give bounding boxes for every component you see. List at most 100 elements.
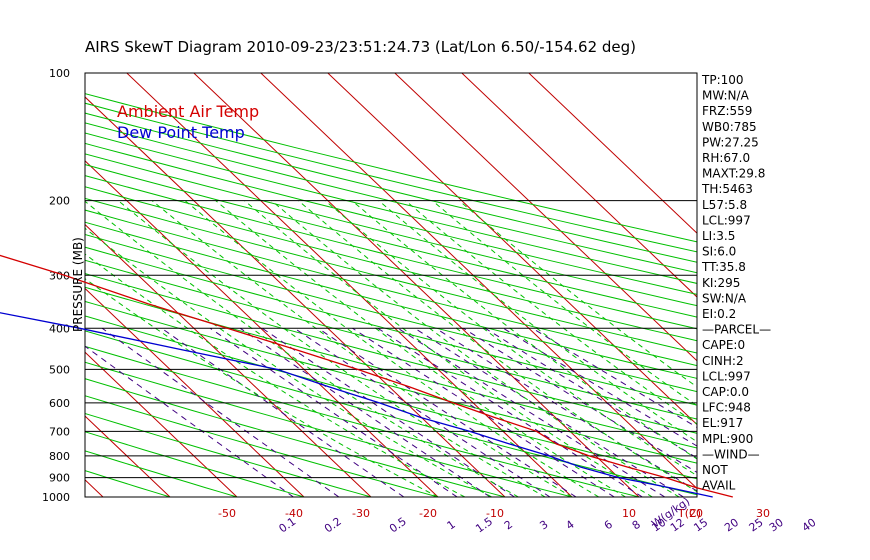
stability-index-label: TT:35.8 bbox=[701, 260, 746, 274]
mixing-ratio-line bbox=[294, 327, 551, 497]
isotherm-line bbox=[85, 96, 506, 497]
stability-index-label: WB0:785 bbox=[702, 120, 757, 134]
background-lines bbox=[0, 72, 698, 498]
stability-index-label: CAPE:0 bbox=[702, 338, 745, 352]
legend-dew-point-temp: Dew Point Temp bbox=[117, 123, 245, 142]
mixing-ratio-tick-label: 1 bbox=[445, 518, 458, 533]
legend-ambient-air-temp: Ambient Air Temp bbox=[117, 102, 259, 121]
mixing-ratio-line bbox=[377, 327, 643, 497]
profile-curves bbox=[0, 254, 733, 498]
dry-adiabat-line bbox=[85, 186, 697, 342]
stability-index-label: LCL:997 bbox=[702, 369, 751, 383]
mixing-ratio-line bbox=[210, 327, 458, 497]
dry-adiabat-line bbox=[85, 197, 697, 354]
bottom-temp-tick-label: -10 bbox=[486, 507, 504, 520]
stability-index-label: LFC:948 bbox=[702, 401, 751, 415]
pressure-tick-label: 800 bbox=[49, 450, 70, 463]
bottom-temp-tick-label: -30 bbox=[352, 507, 370, 520]
stability-index-label: EI:0.2 bbox=[702, 307, 736, 321]
dry-adiabat-line bbox=[85, 300, 697, 464]
dry-adiabat-line bbox=[85, 102, 697, 253]
dry-adiabat-line bbox=[85, 412, 372, 497]
dry-adiabat-line bbox=[85, 233, 697, 393]
dry-adiabat-line bbox=[85, 221, 697, 379]
isotherm-line bbox=[85, 223, 372, 497]
dewpoint-curve bbox=[0, 312, 713, 498]
moist-adiabat-line bbox=[151, 200, 573, 497]
mixing-ratio-tick-label: 8 bbox=[630, 518, 643, 533]
mixing-ratio-tick-label: 40 bbox=[800, 516, 819, 535]
stability-index-label: FRZ:559 bbox=[702, 104, 752, 118]
isotherm-line bbox=[85, 351, 238, 497]
mixing-ratio-tick-label: 0.2 bbox=[322, 515, 344, 536]
stability-index-label: CINH:2 bbox=[702, 354, 744, 368]
isotherm-line bbox=[528, 73, 697, 234]
stability-index-label: MPL:900 bbox=[702, 432, 753, 446]
dry-adiabat-line bbox=[85, 330, 697, 496]
stability-index-label: —WIND— bbox=[702, 447, 760, 461]
mixing-ratio-tick-label: 0.5 bbox=[387, 515, 409, 536]
pressure-tick-label: 500 bbox=[49, 363, 70, 376]
mixing-ratio-tick-label: 3 bbox=[537, 518, 550, 533]
dry-adiabat-line bbox=[85, 286, 697, 449]
pressure-tick-label: 700 bbox=[49, 425, 70, 438]
dry-adiabat-line bbox=[85, 164, 697, 318]
stability-index-label: KI:295 bbox=[702, 276, 740, 290]
moist-adiabat-line bbox=[85, 227, 492, 497]
stability-index-label: AVAIL bbox=[702, 479, 736, 493]
bottom-temp-tick-label: -50 bbox=[218, 507, 236, 520]
stability-index-label: SI:6.0 bbox=[702, 245, 736, 259]
stability-index-label: LI:3.5 bbox=[702, 229, 735, 243]
pressure-tick-label: 600 bbox=[49, 397, 70, 410]
bottom-temp-tick-label: 30 bbox=[756, 507, 770, 520]
stability-index-label: SW:N/A bbox=[702, 291, 747, 305]
dry-adiabat-line bbox=[85, 209, 697, 367]
mixing-ratio-tick-label: 2 bbox=[502, 518, 515, 533]
dry-adiabat-line bbox=[85, 431, 305, 497]
isotherm-line bbox=[394, 73, 697, 362]
dry-adiabat-line bbox=[85, 450, 238, 497]
isotherm-line bbox=[85, 160, 439, 497]
dry-adiabat-line bbox=[85, 153, 697, 307]
pressure-tick-label: 1000 bbox=[42, 491, 70, 504]
stability-index-label: TP:100 bbox=[701, 73, 744, 87]
mixing-ratio-tick-label: 20 bbox=[722, 516, 741, 535]
dry-adiabat-line bbox=[85, 175, 697, 330]
dry-adiabat-line bbox=[85, 315, 697, 480]
bottom-temp-tick-label: 20 bbox=[689, 507, 703, 520]
stability-index-label: CAP:0.0 bbox=[702, 385, 749, 399]
mixing-ratio-tick-label: 6 bbox=[602, 518, 615, 533]
stability-index-label: LCL:997 bbox=[702, 213, 751, 227]
stability-index-label: TH:5463 bbox=[701, 182, 753, 196]
pressure-tick-label: 100 bbox=[49, 67, 70, 80]
moist-adiabat-line bbox=[85, 253, 466, 497]
isotherm-line bbox=[327, 73, 697, 426]
stability-index-label: MW:N/A bbox=[702, 89, 750, 103]
stability-index-label: —PARCEL— bbox=[702, 323, 771, 337]
dry-adiabat-line bbox=[85, 378, 506, 497]
y-axis-label: PRESSURE (MB) bbox=[71, 237, 85, 332]
dry-adiabat-line bbox=[85, 273, 697, 434]
dry-adiabat-line bbox=[85, 361, 573, 497]
isotherm-line bbox=[461, 73, 697, 298]
temperature-curve bbox=[0, 254, 733, 498]
dry-adiabat-line bbox=[85, 259, 697, 420]
isotherm-line bbox=[0, 73, 36, 497]
isotherm-line bbox=[260, 73, 697, 490]
isotherm-line bbox=[85, 287, 305, 497]
mixing-ratio-tick-label: 4 bbox=[564, 518, 577, 533]
dry-adiabat-line bbox=[85, 112, 697, 263]
pressure-tick-label: 900 bbox=[49, 472, 70, 485]
stability-index-label: EL:917 bbox=[702, 416, 743, 430]
bottom-temp-tick-label: -40 bbox=[285, 507, 303, 520]
mixing-ratio-line bbox=[397, 327, 666, 497]
dry-adiabat-line bbox=[85, 246, 697, 406]
dry-adiabat-line bbox=[85, 142, 697, 295]
moist-adiabat-line bbox=[85, 200, 519, 497]
dry-adiabat-line bbox=[85, 395, 439, 497]
bottom-temp-tick-label: 10 bbox=[622, 507, 636, 520]
isotherm-line bbox=[85, 415, 171, 497]
stability-index-label: NOT bbox=[702, 463, 728, 477]
stability-index-label: PW:27.25 bbox=[702, 135, 759, 149]
